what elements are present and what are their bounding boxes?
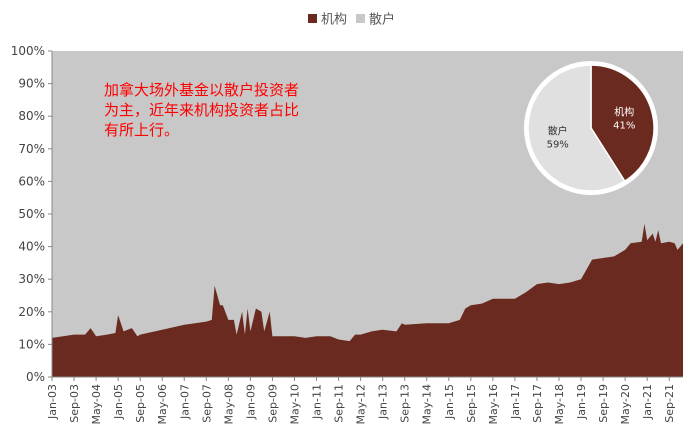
y-tick-label: 100% [11, 44, 45, 58]
x-tick-label: May-06 [156, 384, 169, 425]
y-tick-label: 10% [18, 337, 45, 351]
annotation-line-3: 有所上行。 [104, 121, 179, 139]
y-tick-label: 40% [18, 240, 45, 254]
x-tick-label: Jan-03 [46, 384, 59, 420]
pie-label-value: 59% [547, 140, 569, 151]
legend-label-institution: 机构 [321, 13, 347, 28]
x-tick-label: Sep-19 [597, 384, 610, 423]
y-tick-label: 20% [18, 305, 45, 319]
y-tick-label: 70% [18, 142, 45, 156]
x-tick-label: Jan-21 [641, 384, 654, 420]
legend: 机构 散户 [308, 12, 395, 28]
pie-slice-retail [527, 64, 626, 192]
x-tick-label: Sep-03 [68, 384, 81, 423]
x-tick-label: May-04 [90, 384, 103, 425]
y-tick-label: 0% [26, 370, 45, 384]
x-tick-label: May-16 [487, 384, 500, 425]
x-tick-label: May-18 [553, 384, 566, 425]
y-tick-label: 50% [18, 207, 45, 221]
x-tick-label: May-20 [619, 384, 632, 425]
institution-area [52, 223, 683, 377]
annotation-line-2: 为主，近年来机构投资者占比 [104, 101, 299, 119]
x-tick-label: Jan-07 [178, 384, 191, 420]
x-tick-label: Jan-09 [244, 384, 257, 420]
y-axis: 0% 10% 20% 30% 40% 50% 60% 70% 80% 90% 100% [11, 44, 53, 384]
x-tick-label: Jan-05 [112, 384, 125, 420]
x-axis: Jan-03 Sep-03 May-04 Jan-05 Sep-05 May-06 Jan-… [46, 376, 683, 425]
x-tick-label: Sep-07 [200, 384, 213, 423]
legend-swatch-institution [308, 14, 317, 23]
legend-label-retail: 散户 [369, 12, 395, 28]
x-tick-label: Sep-15 [465, 384, 478, 423]
y-tick-label: 90% [18, 77, 45, 91]
x-tick-label: Jan-17 [509, 384, 522, 420]
x-tick-label: Sep-11 [333, 384, 346, 423]
x-tick-label: May-14 [421, 384, 434, 425]
x-tick-label: Jan-19 [575, 384, 588, 420]
x-tick-label: Jan-13 [377, 384, 390, 420]
pie-label-name: 散户 [548, 125, 568, 138]
pie-label-name: 机构 [614, 105, 634, 118]
annotation-line-1: 加拿大场外基金以散户投资者 [104, 81, 299, 99]
inset-pie-chart: 机构 41% 散户 59% [524, 61, 658, 195]
x-tick-label: Sep-05 [134, 384, 147, 423]
x-tick-label: Sep-17 [531, 384, 544, 423]
y-tick-label: 30% [18, 272, 45, 286]
y-tick-label: 80% [18, 109, 45, 123]
x-tick-label: May-08 [222, 384, 235, 425]
x-tick-label: May-12 [355, 384, 368, 425]
x-tick-label: Sep-09 [266, 384, 279, 423]
x-tick-label: Jan-15 [443, 384, 456, 420]
x-tick-label: Jan-11 [311, 384, 324, 420]
pie-label-value: 41% [613, 120, 635, 131]
annotation: 加拿大场外基金以散户投资者 为主，近年来机构投资者占比 有所上行。 [104, 81, 299, 139]
y-tick-label: 60% [18, 174, 45, 188]
x-tick-label: May-10 [288, 384, 301, 425]
x-tick-label: Sep-21 [663, 384, 676, 423]
legend-swatch-retail [356, 14, 365, 23]
x-tick-label: Sep-13 [399, 384, 412, 423]
